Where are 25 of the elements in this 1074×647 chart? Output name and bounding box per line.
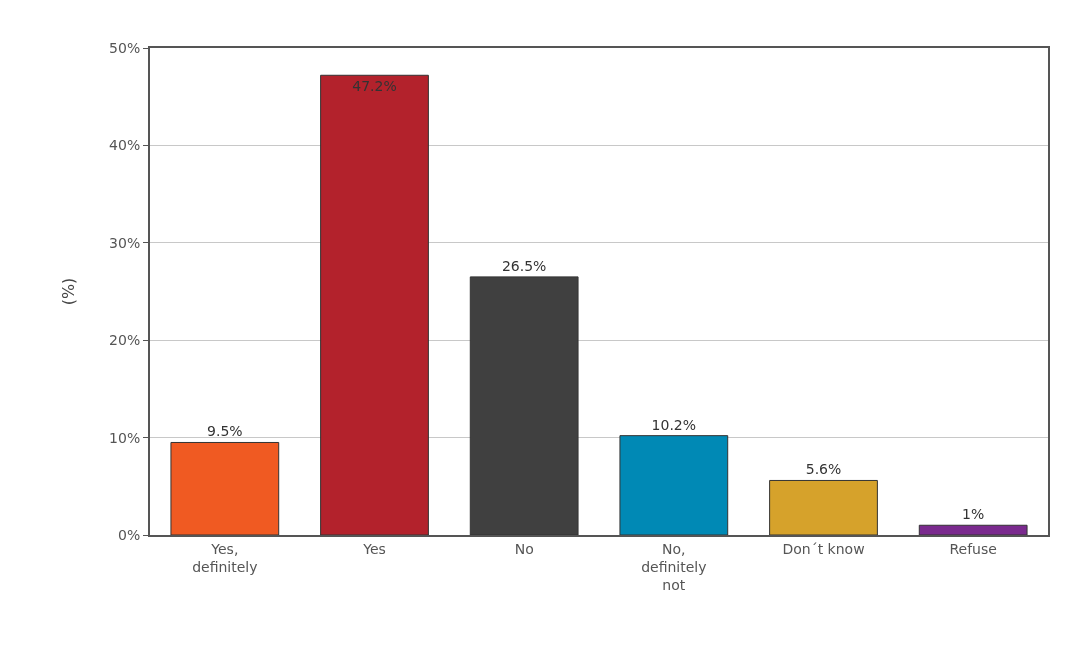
x-tick-label: No, definitely not	[641, 540, 707, 594]
y-tick-label: 10%	[109, 429, 141, 446]
data-label: 9.5%	[207, 423, 243, 440]
data-label: 47.2%	[352, 78, 397, 95]
y-tick-label: 30%	[109, 234, 141, 251]
x-tick-label: No	[514, 540, 534, 557]
x-tick-label: Yes	[362, 540, 386, 557]
x-tick-label: Don´t know	[782, 540, 865, 557]
bar	[918, 524, 1028, 535]
y-axis-title: (%)	[59, 277, 79, 306]
data-label: 5.6%	[805, 461, 842, 478]
data-label: 10.2%	[651, 416, 697, 433]
y-tick-label: 40%	[109, 137, 141, 154]
x-tick-label: Refuse	[949, 540, 997, 557]
y-tick-label: 20%	[109, 332, 141, 349]
data-label: 1%	[962, 506, 985, 523]
bar	[769, 479, 878, 535]
bar	[619, 435, 729, 535]
bar	[320, 74, 429, 535]
data-label: 26.5%	[501, 257, 547, 274]
y-tick-label: 0%	[117, 526, 141, 543]
x-tick-label: Yes, definitely	[192, 540, 258, 575]
y-tick-label: 50%	[109, 39, 141, 56]
bar	[170, 441, 280, 535]
bar	[469, 276, 579, 535]
